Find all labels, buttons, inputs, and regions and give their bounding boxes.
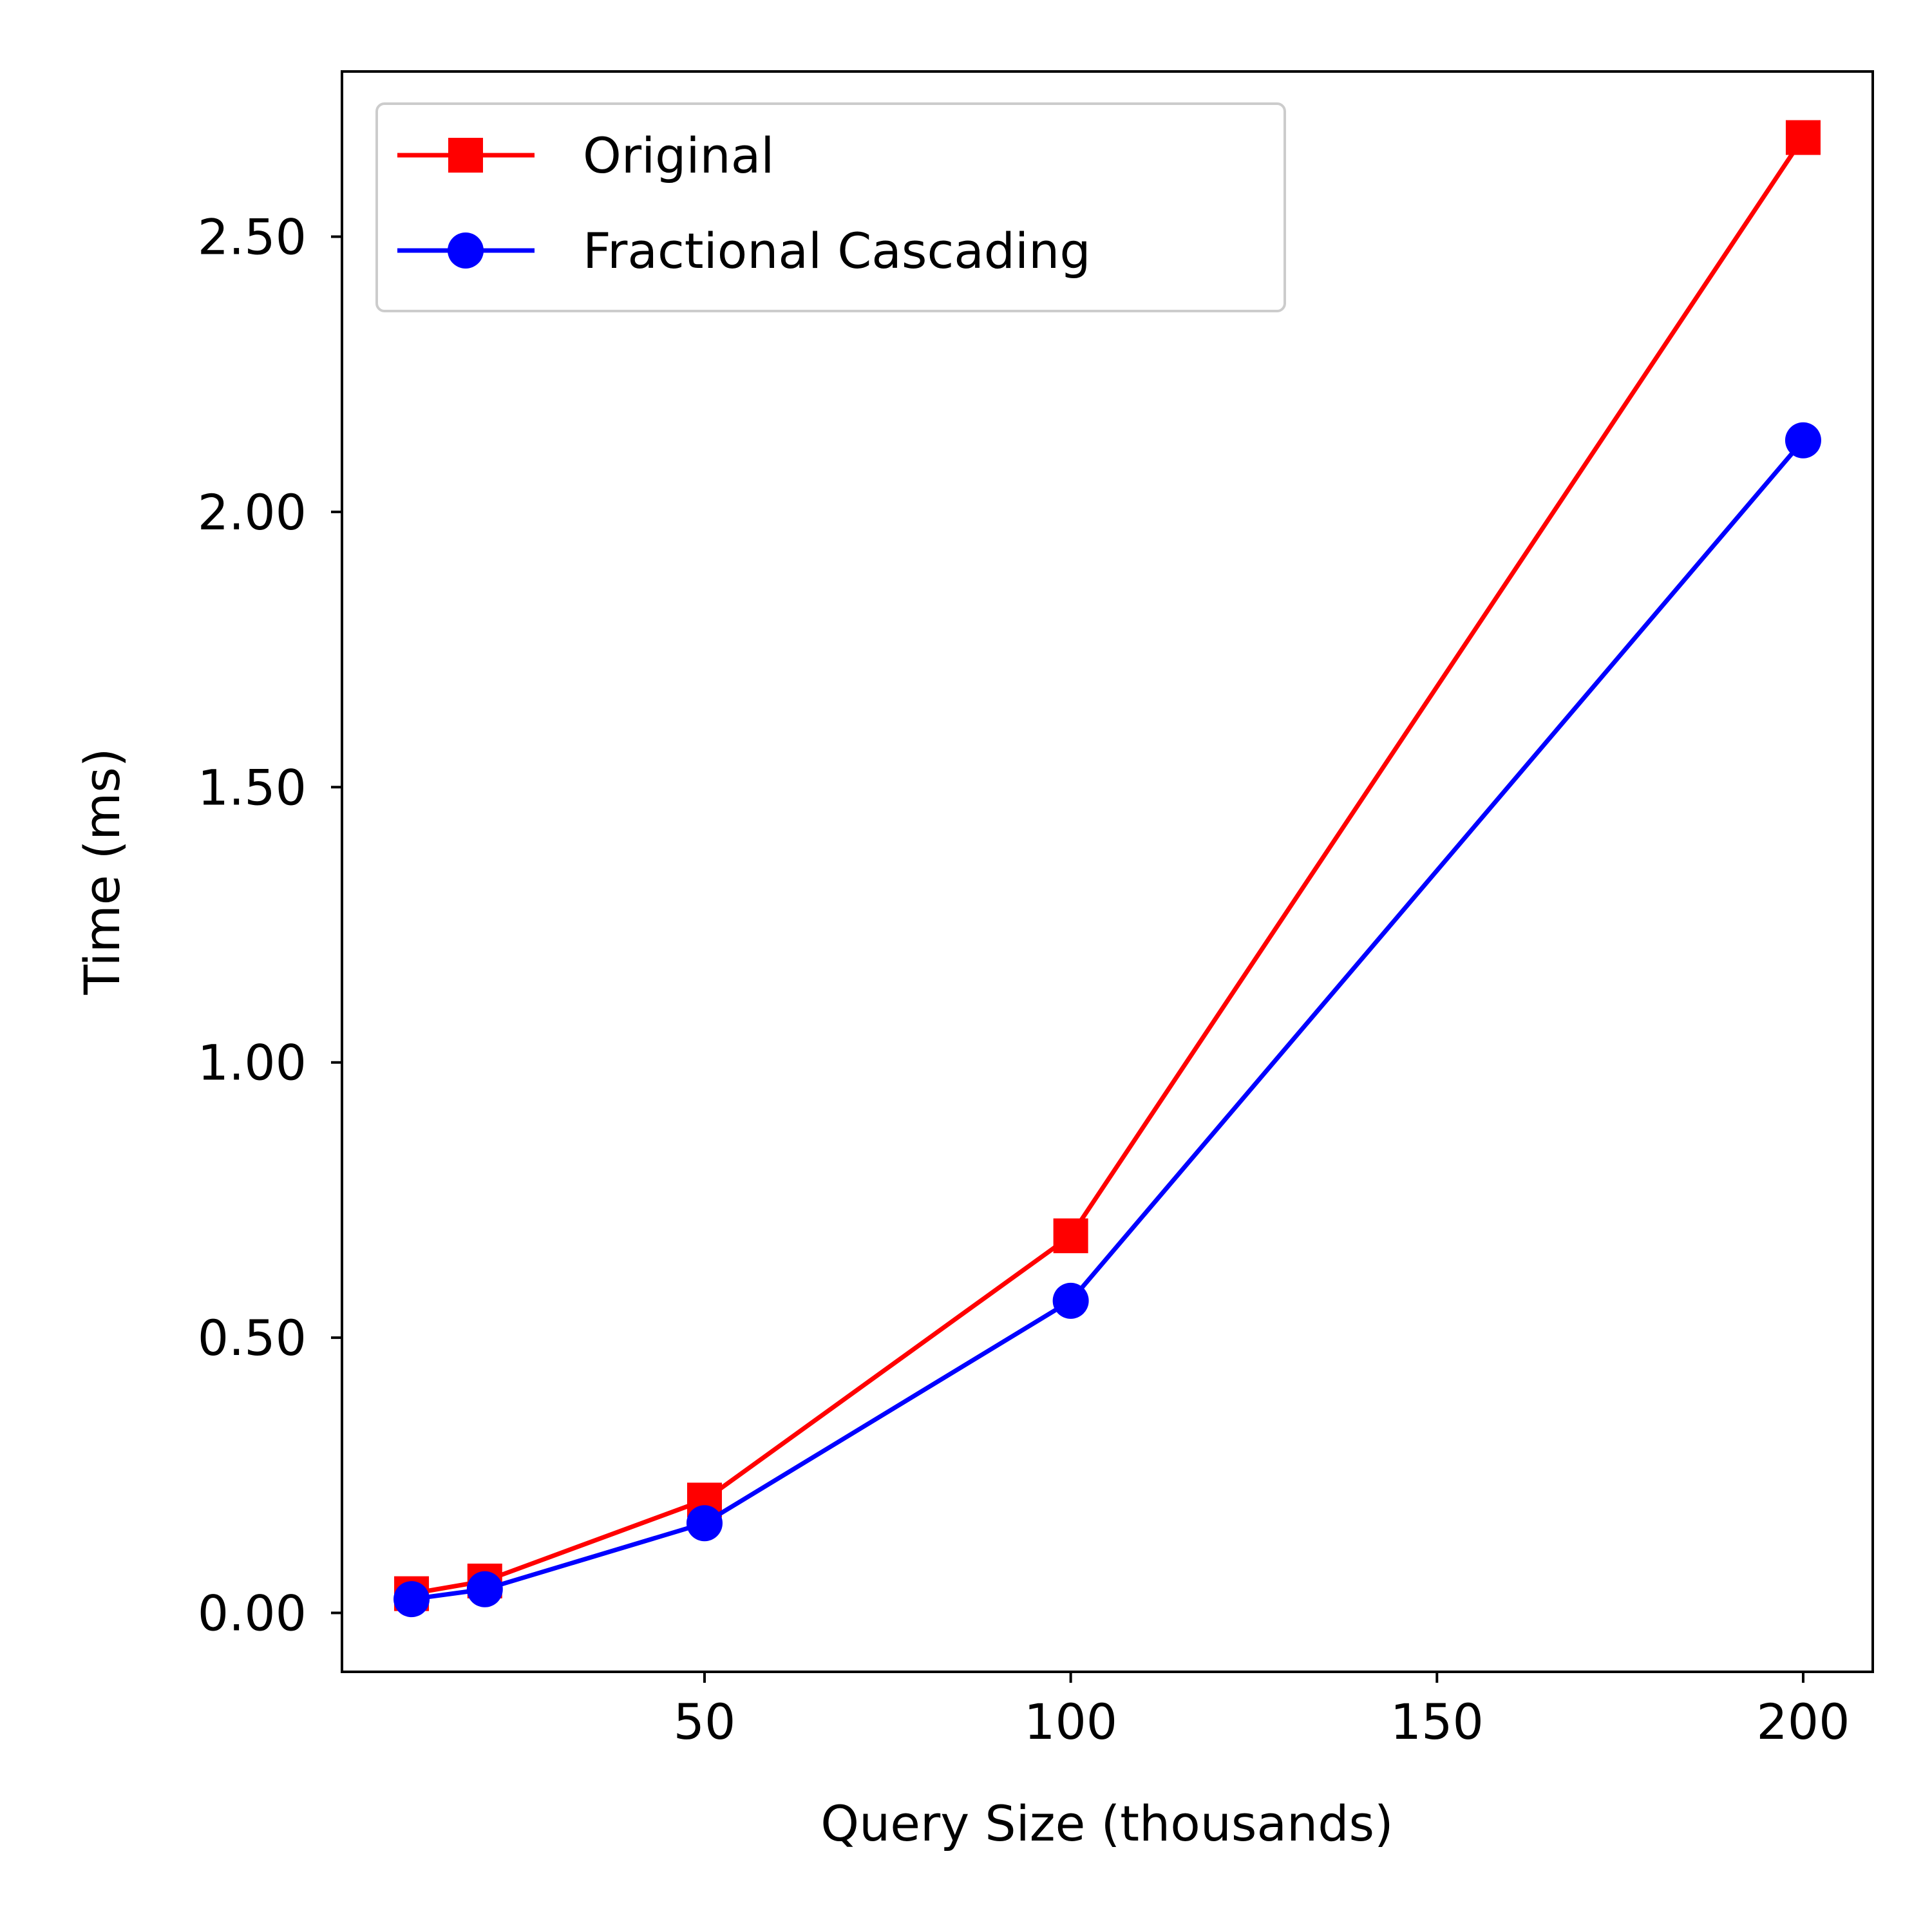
y-axis-ticks: 0.00 0.50 1.00 1.50 2.00 2.50 xyxy=(198,208,342,1642)
legend-entry: Fractional Cascading xyxy=(397,222,1091,279)
x-tick-label: 100 xyxy=(1024,1693,1117,1750)
data-point-square xyxy=(448,138,483,173)
legend-label: Original xyxy=(583,127,774,184)
data-point-circle xyxy=(466,1571,503,1607)
y-tick-label: 1.00 xyxy=(198,1034,307,1092)
data-point-circle xyxy=(393,1581,430,1618)
x-tick-label: 200 xyxy=(1756,1693,1850,1750)
data-point-circle xyxy=(1052,1282,1089,1319)
x-axis-label: Query Size (thousands) xyxy=(820,1795,1393,1852)
legend-frame xyxy=(375,102,1286,312)
legend-entry: Original xyxy=(397,127,774,184)
y-tick-label: 2.50 xyxy=(198,208,307,265)
series-layer xyxy=(393,120,1821,1618)
data-point-square xyxy=(1053,1218,1088,1253)
x-tick-label: 150 xyxy=(1390,1693,1484,1750)
legend-label: Fractional Cascading xyxy=(583,222,1091,279)
y-tick-label: 2.00 xyxy=(198,484,307,541)
y-tick-label: 0.00 xyxy=(198,1585,307,1642)
series-fractional-cascading xyxy=(393,422,1821,1618)
x-tick-label: 50 xyxy=(674,1693,736,1750)
legend: Original Fractional Cascading xyxy=(375,102,1286,312)
data-point-circle xyxy=(686,1505,723,1542)
x-axis-ticks: 50 100 150 200 xyxy=(674,1672,1850,1750)
y-tick-label: 0.50 xyxy=(198,1309,307,1367)
plot-area-frame xyxy=(341,70,1874,1673)
data-point-square xyxy=(1785,120,1821,155)
data-point-circle xyxy=(448,232,484,269)
y-axis-label: Time (ms) xyxy=(73,748,131,995)
y-tick-label: 1.50 xyxy=(198,759,307,816)
data-point-circle xyxy=(1785,422,1821,459)
